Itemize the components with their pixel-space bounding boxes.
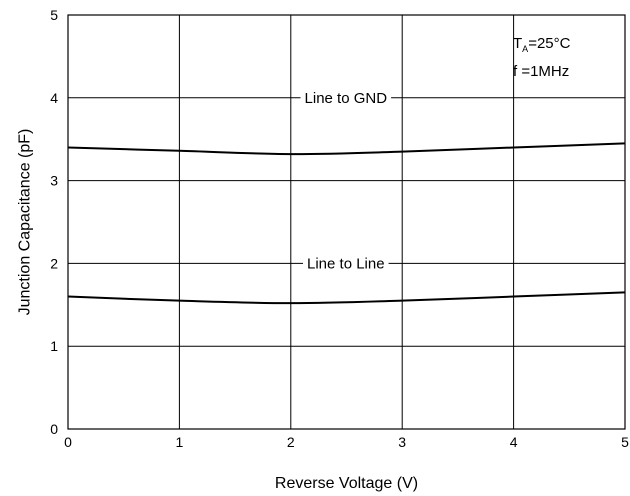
series-label-background [303,253,389,274]
series-label-1: Line to Line [307,255,385,272]
y-tick-label: 0 [50,421,58,437]
x-axis-title: Reverse Voltage (V) [275,475,418,492]
temperature-symbol: T [513,35,522,52]
x-tick-label: 4 [510,434,518,450]
y-axis-title: Junction Capacitance (pF) [17,129,34,316]
x-tick-label: 1 [176,434,184,450]
y-axis-ticks: 0 1 2 3 4 5 [50,7,58,437]
y-tick-label: 5 [50,7,58,23]
series-line-0 [67,142,626,156]
x-tick-label: 3 [398,434,406,450]
plot-frame [67,14,626,430]
temperature-value: =25°C [528,35,570,52]
series-labels: Line to GND Line to Line [300,87,392,274]
temperature-annotation: TA=25°C [513,35,571,54]
frequency-annotation: f =1MHz [513,63,569,80]
series-line-1 [67,291,626,305]
x-tick-label: 5 [621,434,629,450]
y-tick-label: 2 [50,255,58,271]
series-label-background [300,87,392,108]
x-tick-label: 0 [64,434,72,450]
x-axis-ticks: 0 1 2 3 4 5 [64,434,629,450]
x-tick-label: 2 [287,434,295,450]
series-label-0: Line to GND [305,90,388,107]
y-tick-label: 4 [50,90,58,106]
temperature-subscript: A [522,44,528,54]
y-tick-label: 1 [50,338,58,354]
y-tick-label: 3 [50,173,58,189]
series-lines [67,142,626,305]
